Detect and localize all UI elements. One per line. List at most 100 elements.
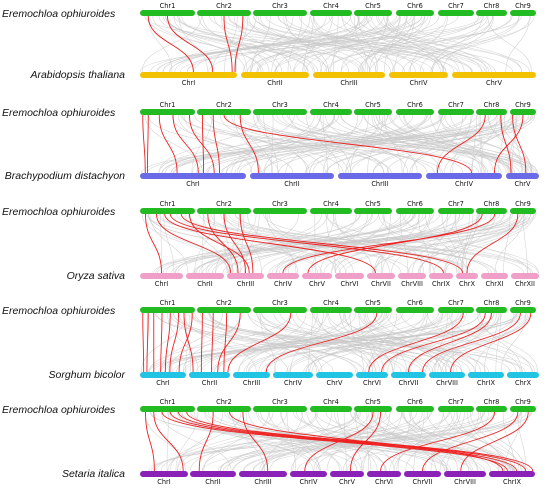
reference-chromosome-chr2: Chr2 bbox=[197, 299, 251, 313]
grey-link bbox=[178, 114, 253, 174]
chromosome-bar bbox=[396, 10, 434, 16]
chromosome-label: ChrII bbox=[205, 478, 220, 486]
chromosome-label: ChrIX bbox=[432, 280, 450, 288]
chromosome-bar bbox=[507, 372, 539, 378]
grey-link bbox=[240, 213, 245, 274]
grey-link bbox=[163, 213, 175, 274]
grey-link bbox=[147, 213, 318, 274]
chromosome-label: ChrV bbox=[339, 478, 355, 486]
red-link bbox=[422, 411, 519, 472]
brachypodium-chromosome-chriv: ChrIV bbox=[426, 173, 502, 188]
chromosome-bar bbox=[140, 109, 195, 115]
sorghum-chromosome-chrx: ChrX bbox=[507, 372, 539, 387]
grey-link bbox=[183, 114, 262, 174]
brachypodium-chromosome-chri: ChrI bbox=[140, 173, 246, 188]
sorghum-chromosome-chri: ChrI bbox=[140, 372, 186, 387]
grey-link bbox=[373, 114, 441, 174]
grey-link bbox=[217, 312, 387, 373]
grey-link bbox=[313, 312, 381, 373]
oryza-species-label: Oryza sativa bbox=[67, 270, 126, 282]
grey-link bbox=[176, 411, 288, 472]
grey-link bbox=[256, 114, 349, 174]
grey-link bbox=[185, 312, 191, 373]
grey-link bbox=[152, 15, 262, 73]
chromosome-label: Chr6 bbox=[407, 200, 423, 208]
grey-link bbox=[249, 114, 336, 174]
sorghum-chromosome-chrii: ChrII bbox=[189, 372, 230, 387]
brachypodium-species-label: Brachypodium distachyon bbox=[5, 170, 125, 182]
reference-chromosome-chr5: Chr5 bbox=[354, 398, 392, 412]
chromosome-bar bbox=[302, 273, 332, 279]
chromosome-bar bbox=[197, 307, 251, 313]
chromosome-label: Chr7 bbox=[448, 398, 464, 406]
grey-link bbox=[247, 312, 534, 373]
chromosome-bar bbox=[510, 109, 536, 115]
red-link bbox=[460, 411, 529, 472]
reference-chromosome-chr1: Chr1 bbox=[140, 2, 195, 16]
red-link bbox=[180, 213, 464, 274]
reference-chromosome-chr7: Chr7 bbox=[438, 2, 474, 16]
chromosome-label: Chr4 bbox=[323, 101, 339, 109]
grey-link bbox=[382, 312, 503, 373]
reference-chromosome-chr3: Chr3 bbox=[253, 101, 307, 115]
arabidopsis-species-label: Arabidopsis thaliana bbox=[29, 69, 125, 81]
chromosome-label: Chr2 bbox=[216, 101, 232, 109]
reference-species-label: Eremochloa ophiuroides bbox=[2, 107, 116, 119]
chromosome-bar bbox=[481, 273, 508, 279]
chromosome-bar bbox=[438, 10, 474, 16]
chromosome-label: Chr5 bbox=[365, 101, 381, 109]
chromosome-label: ChrIX bbox=[477, 379, 495, 387]
chromosome-label: ChrV bbox=[514, 180, 530, 188]
grey-link bbox=[391, 15, 494, 73]
grey-link bbox=[288, 312, 462, 373]
chromosome-bar bbox=[233, 372, 270, 378]
grey-link bbox=[377, 15, 522, 73]
chromosome-label: Chr4 bbox=[323, 2, 339, 10]
reference-chromosome-chr4: Chr4 bbox=[310, 101, 352, 115]
grey-link bbox=[408, 15, 519, 73]
grey-link bbox=[396, 411, 444, 472]
grey-link bbox=[167, 411, 274, 472]
grey-link bbox=[182, 312, 241, 373]
chromosome-bar bbox=[396, 109, 434, 115]
chromosome-label: ChrVI bbox=[363, 379, 381, 387]
grey-link bbox=[399, 213, 409, 274]
grey-link bbox=[374, 411, 437, 472]
grey-link bbox=[438, 114, 534, 174]
chromosome-bar bbox=[510, 208, 536, 214]
grey-link bbox=[293, 15, 425, 73]
chromosome-label: ChrII bbox=[284, 180, 299, 188]
chromosome-label: ChrII bbox=[202, 379, 217, 387]
chromosome-label: Chr1 bbox=[160, 101, 176, 109]
chromosome-bar bbox=[140, 307, 195, 313]
grey-link bbox=[181, 411, 414, 472]
grey-link bbox=[357, 15, 482, 73]
grey-link bbox=[390, 114, 507, 174]
grey-link bbox=[480, 114, 484, 174]
chromosome-label: Chr9 bbox=[515, 2, 531, 10]
grey-link bbox=[156, 312, 365, 373]
chromosome-label: ChrVIII bbox=[454, 478, 476, 486]
grey-link bbox=[471, 114, 478, 174]
grey-link bbox=[444, 114, 515, 174]
sorghum-chromosome-chrviii: ChrVIII bbox=[429, 372, 465, 387]
grey-link bbox=[271, 15, 311, 73]
grey-link bbox=[237, 312, 357, 373]
red-link bbox=[493, 114, 524, 174]
oryza-chromosome-chrx: ChrX bbox=[456, 273, 478, 288]
grey-link bbox=[171, 213, 512, 274]
chromosome-bar bbox=[140, 173, 246, 179]
red-link bbox=[153, 411, 184, 472]
chromosome-label: Chr5 bbox=[365, 299, 381, 307]
chromosome-label: Chr1 bbox=[160, 299, 176, 307]
grey-link bbox=[265, 15, 513, 73]
chromosome-bar bbox=[140, 372, 186, 378]
reference-species-label: Eremochloa ophiuroides bbox=[2, 8, 116, 20]
grey-link bbox=[157, 15, 397, 73]
grey-link bbox=[211, 312, 428, 373]
grey-link bbox=[373, 312, 475, 373]
grey-link bbox=[147, 312, 414, 373]
red-link bbox=[307, 213, 483, 274]
grey-link bbox=[167, 312, 199, 373]
chromosome-bar bbox=[186, 273, 224, 279]
